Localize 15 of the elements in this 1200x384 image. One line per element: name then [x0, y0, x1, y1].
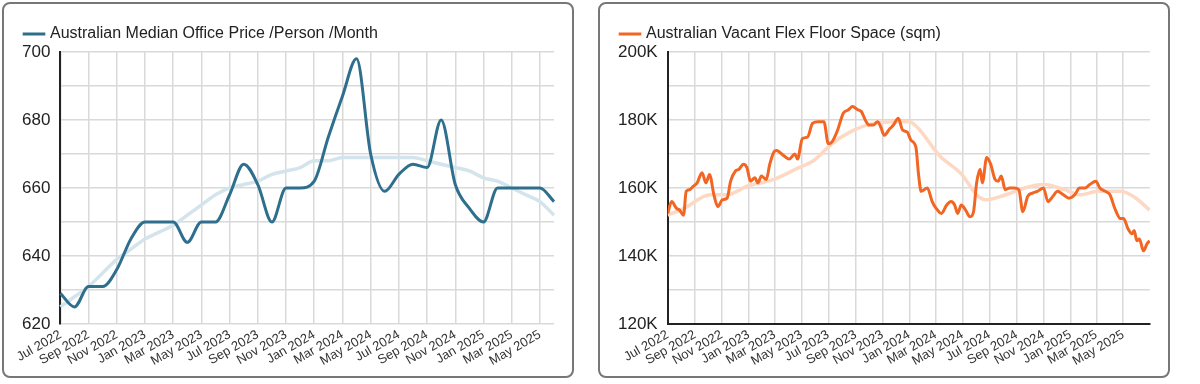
y-tick-label: 700	[21, 41, 51, 61]
line-series	[667, 104, 1150, 253]
y-tick-label: 620	[21, 313, 51, 333]
y-tick-label: 680	[21, 109, 51, 129]
legend-label: Australian Median Office Price /Person /Month	[50, 24, 378, 42]
line-series	[58, 57, 556, 309]
line-series	[58, 155, 556, 309]
y-tick-label: 160K	[618, 177, 659, 197]
y-tick-label: 140K	[618, 245, 659, 265]
legend-label: Australian Vacant Flex Floor Space (sqm)	[646, 24, 941, 42]
y-tick-label: 640	[21, 245, 51, 265]
y-tick-label: 180K	[618, 109, 659, 129]
y-tick-label: 200K	[618, 41, 659, 61]
y-tick-label: 660	[21, 177, 51, 197]
y-tick-label: 120K	[618, 313, 659, 333]
